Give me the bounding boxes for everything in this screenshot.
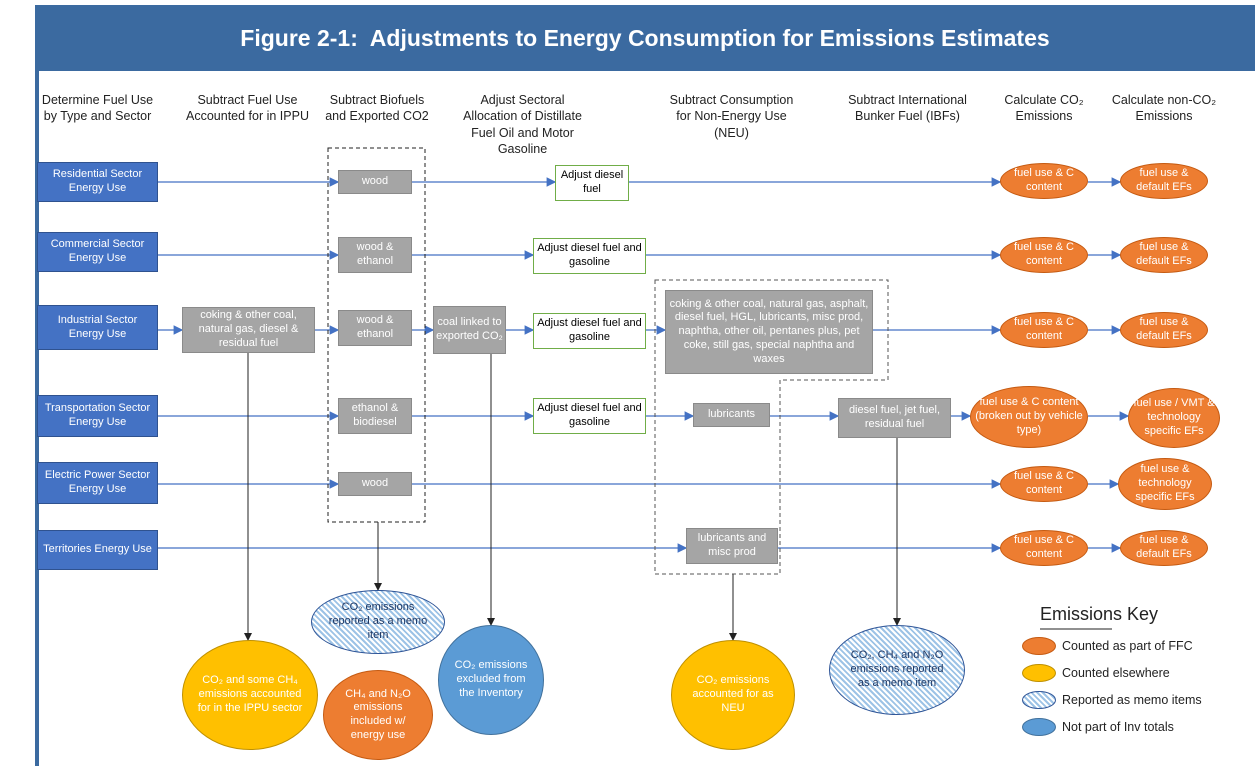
emission-calc: fuel use & C content — [1000, 530, 1088, 566]
outcome: CO₂ emissions reported as a memo item — [311, 590, 445, 654]
column-header: Subtract Consumption for Non-Energy Use … — [669, 93, 794, 140]
title-bar: Figure 2-1: Adjustments to Energy Consum… — [35, 5, 1255, 71]
adjust-box: coking & other coal, natural gas, asphal… — [665, 290, 873, 374]
emission-calc: fuel use & default EFs — [1120, 163, 1208, 199]
adjust-box: diesel fuel, jet fuel, residual fuel — [838, 398, 951, 438]
adjust-box: ethanol & biodiesel — [338, 398, 412, 434]
emission-calc: fuel use & C content — [1000, 466, 1088, 502]
source-box: Commercial Sector Energy Use — [37, 232, 158, 272]
key-label: Reported as memo items — [1062, 693, 1202, 707]
adjust-step: Adjust diesel fuel and gasoline — [533, 238, 646, 274]
adjust-step: Adjust diesel fuel and gasoline — [533, 398, 646, 434]
adjust-box: wood — [338, 472, 412, 496]
outcome: CO₂, CH₄ and N₂O emissions reported as a… — [829, 625, 965, 715]
outcome: CO₂ emissions excluded from the Inventor… — [438, 625, 544, 735]
key-swatch — [1022, 718, 1056, 736]
key-label: Counted elsewhere — [1062, 666, 1170, 680]
emission-calc: fuel use & C content — [1000, 163, 1088, 199]
emission-calc: fuel use & default EFs — [1120, 312, 1208, 348]
emission-calc: fuel use & C content — [1000, 312, 1088, 348]
column-header: Calculate non-CO₂ Emissions — [1111, 93, 1217, 124]
adjust-box: wood & ethanol — [338, 310, 412, 346]
adjust-step: Adjust diesel fuel — [555, 165, 629, 201]
key-swatch — [1022, 691, 1056, 709]
column-header: Adjust Sectoral Allocation of Distillate… — [463, 93, 582, 156]
emission-calc: fuel use & C content (broken out by vehi… — [970, 386, 1088, 448]
outcome: CH₄ and N₂O emissions included w/ energy… — [323, 670, 433, 760]
key-title: Emissions Key — [1040, 604, 1159, 624]
adjust-box: lubricants — [693, 403, 770, 427]
emission-calc: fuel use & technology specific EFs — [1118, 458, 1212, 510]
left-border — [35, 5, 39, 766]
key-swatch — [1022, 664, 1056, 682]
source-box: Transportation Sector Energy Use — [37, 395, 158, 437]
biofuel-group — [327, 147, 426, 523]
adjust-box: wood — [338, 170, 412, 194]
source-box: Territories Energy Use — [37, 530, 158, 570]
title: Figure 2-1: Adjustments to Energy Consum… — [240, 24, 1050, 51]
source-box: Residential Sector Energy Use — [37, 162, 158, 202]
column-header: Subtract Biofuels and Exported CO2 — [325, 93, 429, 124]
emission-calc: fuel use / VMT & technology specific EFs — [1128, 388, 1220, 448]
adjust-box: wood & ethanol — [338, 237, 412, 273]
column-header: Calculate CO₂ Emissions — [1004, 93, 1084, 124]
source-box: Industrial Sector Energy Use — [37, 305, 158, 350]
neu-group — [654, 279, 889, 575]
outcome: CO₂ and some CH₄ emissions accounted for… — [182, 640, 318, 750]
adjust-box: coking & other coal, natural gas, diesel… — [182, 307, 315, 353]
column-header: Subtract International Bunker Fuel (IBFs… — [848, 93, 967, 124]
outcome: CO₂ emissions accounted for as NEU — [671, 640, 795, 750]
adjust-box: lubricants and misc prod — [686, 528, 778, 564]
column-header: Determine Fuel Use by Type and Sector — [41, 93, 154, 124]
column-header: Subtract Fuel Use Accounted for in IPPU — [186, 93, 309, 124]
key-label: Counted as part of FFC — [1062, 639, 1193, 653]
adjust-box: coal linked to exported CO₂ — [433, 306, 506, 354]
key-label: Not part of Inv totals — [1062, 720, 1174, 734]
key-swatch — [1022, 637, 1056, 655]
emission-calc: fuel use & default EFs — [1120, 237, 1208, 273]
emission-calc: fuel use & C content — [1000, 237, 1088, 273]
source-box: Electric Power Sector Energy Use — [37, 462, 158, 504]
adjust-step: Adjust diesel fuel and gasoline — [533, 313, 646, 349]
emission-calc: fuel use & default EFs — [1120, 530, 1208, 566]
